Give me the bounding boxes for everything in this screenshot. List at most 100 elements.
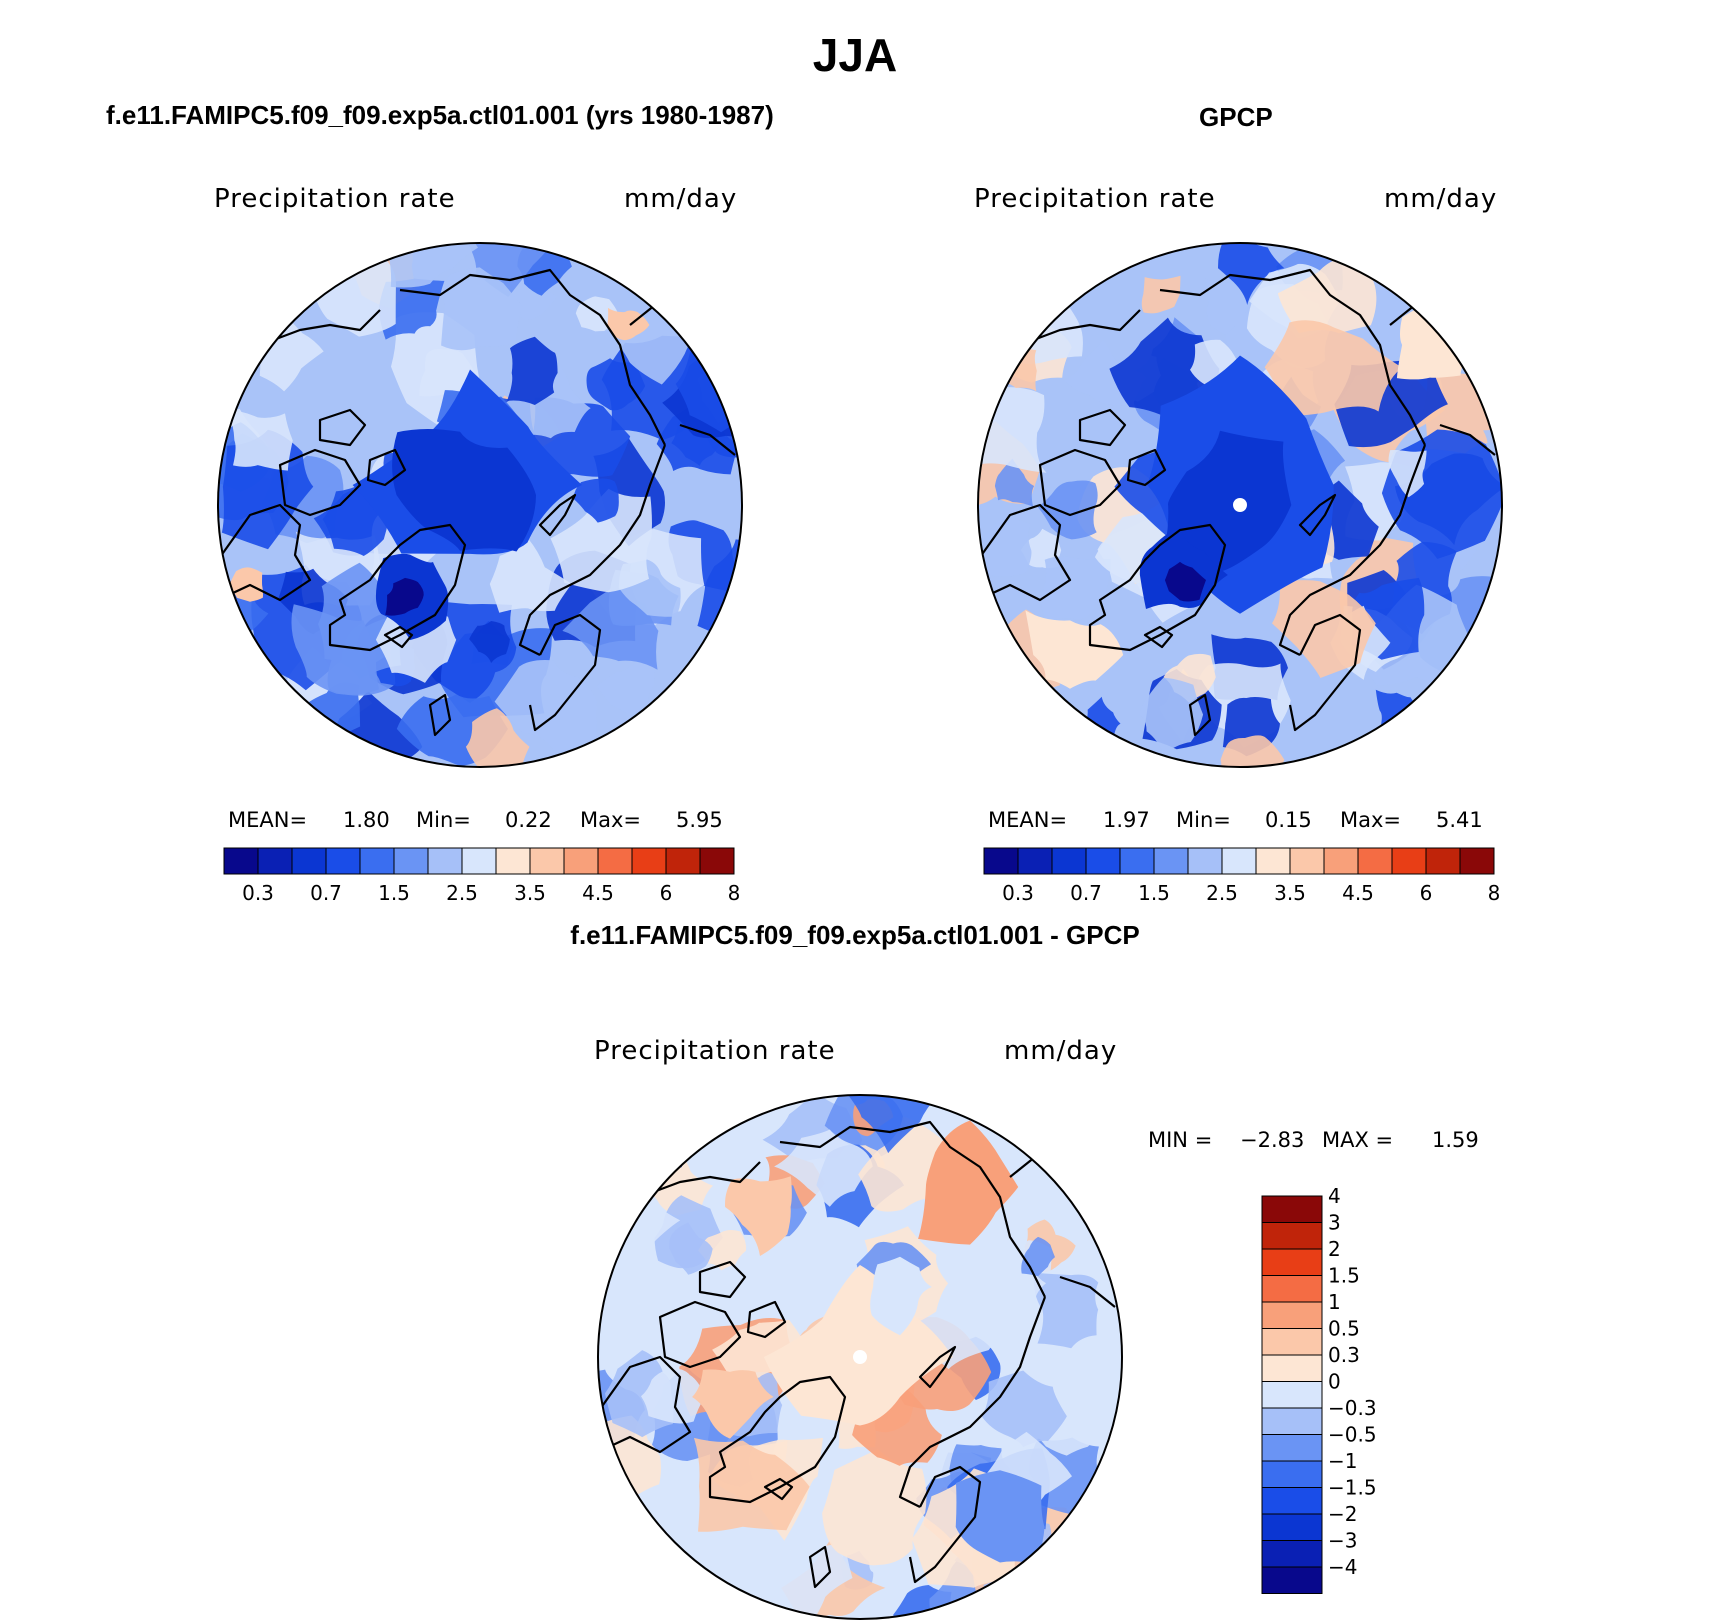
model-polar-map — [217, 242, 743, 768]
obs-colorbar-cell — [1357, 847, 1393, 875]
model-colorbar-cell — [529, 847, 565, 875]
diff-colorbar-tick-label: −1.5 — [1328, 1476, 1377, 1500]
coastline-path — [763, 1477, 794, 1501]
diff-colorbar-cell — [1261, 1460, 1323, 1488]
obs-min-value: 0.15 — [1265, 808, 1312, 832]
precip-contour-patch — [780, 1219, 852, 1284]
model-colorbar-cell — [291, 847, 327, 875]
obs-min-label: Min= — [1176, 808, 1231, 832]
obs-colorbar-cell — [1017, 847, 1053, 875]
obs-pole-marker — [1233, 498, 1247, 512]
diff-pole-marker — [853, 1350, 867, 1364]
model-colorbar-tick-label: 0.3 — [242, 881, 274, 905]
obs-colorbar-tick-label: 6 — [1420, 881, 1433, 905]
obs-colorbar-cell — [1153, 847, 1189, 875]
model-variable-label: Precipitation rate — [214, 184, 456, 214]
coastline-path — [278, 448, 362, 517]
precip-contour-patch — [1164, 561, 1206, 602]
model-colorbar-cell — [359, 847, 395, 875]
obs-panel-title: GPCP — [1199, 102, 1273, 132]
coastline-path — [1439, 423, 1496, 456]
diff-colorbar-cell — [1261, 1222, 1323, 1250]
model-colorbar-cell — [699, 847, 735, 875]
obs-variable-label: Precipitation rate — [974, 184, 1216, 214]
obs-colorbar-tick-label: 8 — [1488, 881, 1501, 905]
precip-contour-patch — [978, 515, 1032, 577]
precip-contour-patch — [725, 1176, 792, 1256]
model-max-value: 5.95 — [676, 808, 723, 832]
model-panel-title: f.e11.FAMIPC5.f09_f09.exp5a.ctl01.001 (y… — [106, 100, 774, 130]
coastline-path — [1038, 448, 1122, 517]
coastline-path — [978, 503, 1072, 602]
diff-colorbar-tick-label: 1 — [1328, 1290, 1341, 1314]
diff-colorbar-tick-label: 3 — [1328, 1211, 1341, 1235]
diff-max-label: MAX = — [1322, 1128, 1394, 1152]
obs-mean-label: MEAN= — [988, 808, 1068, 832]
model-colorbar-cell — [427, 847, 463, 875]
precip-contour-patch — [870, 1256, 932, 1336]
coastline-path — [908, 1465, 982, 1584]
coastline-path — [779, 1120, 1046, 1298]
obs-polar-map — [977, 242, 1503, 768]
model-max-label: Max= — [580, 808, 642, 832]
diff-colorbar-cell — [1261, 1354, 1323, 1382]
obs-colorbar-tick-label: 2.5 — [1206, 881, 1238, 905]
model-colorbar-tick-label: 0.7 — [310, 881, 342, 905]
obs-colorbar-cell — [1289, 847, 1325, 875]
model-colorbar-cell — [257, 847, 293, 875]
coastline-path — [1078, 408, 1127, 447]
model-colorbar-cell — [631, 847, 667, 875]
diff-colorbar-tick-label: −0.5 — [1328, 1423, 1377, 1447]
obs-colorbar-tick-label: 0.3 — [1002, 881, 1034, 905]
diff-min-label: MIN = — [1148, 1128, 1213, 1152]
precip-contour-patch — [494, 659, 597, 752]
diff-colorbar-cell — [1261, 1566, 1323, 1594]
precip-contour-patch — [1141, 275, 1181, 314]
obs-map-border — [977, 242, 1503, 768]
precip-contour-patch — [573, 478, 619, 523]
obs-colorbar-cell — [983, 847, 1019, 875]
precip-contour-patch — [692, 1369, 774, 1439]
precip-contour-patch — [562, 583, 659, 670]
model-colorbar-cell — [495, 847, 531, 875]
model-units-label: mm/day — [624, 184, 738, 214]
precip-contour-patch — [844, 1095, 945, 1154]
obs-colorbar: 0.3 0.7 1.5 2.5 3.5 4.5 6 8 — [983, 847, 1501, 905]
diff-coastlines — [598, 1120, 1116, 1589]
diff-colorbar-tick-label: −1 — [1328, 1449, 1357, 1473]
precip-contour-patch — [1025, 610, 1124, 689]
precip-contour-patch — [822, 1449, 927, 1566]
precip-contour-patch — [392, 429, 536, 552]
coastline-path — [898, 1296, 1047, 1508]
model-min-label: Min= — [416, 808, 471, 832]
obs-max-label: Max= — [1340, 808, 1402, 832]
precip-contour-patch — [981, 1370, 1067, 1448]
diff-colorbar-tick-label: 0.3 — [1328, 1343, 1360, 1367]
precip-contour-patch — [607, 307, 650, 341]
diff-colorbar-tick-label: 2 — [1328, 1237, 1341, 1261]
obs-colorbar-cell — [1187, 847, 1223, 875]
precip-contour-patch — [1277, 258, 1377, 334]
precip-contour-patch — [763, 1265, 953, 1426]
diff-colorbar-cell — [1261, 1434, 1323, 1462]
diff-colorbar-cell — [1261, 1275, 1323, 1303]
model-colorbar-cell — [461, 847, 497, 875]
precip-contour-patch — [1064, 339, 1129, 406]
model-colorbar-tick-label: 3.5 — [514, 881, 546, 905]
coastline-path — [518, 444, 667, 656]
precip-contour-patch — [304, 682, 361, 737]
coastline-path — [808, 1545, 832, 1589]
diff-panel-title: f.e11.FAMIPC5.f09_f09.exp5a.ctl01.001 - … — [570, 920, 1140, 950]
obs-colorbar-cell — [1323, 847, 1359, 875]
diff-colorbar-cell — [1261, 1513, 1323, 1541]
coastline-path — [1088, 523, 1227, 652]
coastline-path — [1059, 1275, 1116, 1308]
diff-colorbar-tick-label: 1.5 — [1328, 1264, 1360, 1288]
obs-max-value: 5.41 — [1436, 808, 1483, 832]
coastline-path — [366, 448, 407, 487]
diff-map-border — [597, 1094, 1123, 1620]
model-min-value: 0.22 — [505, 808, 552, 832]
diff-variable-label: Precipitation rate — [594, 1036, 836, 1066]
obs-colorbar-cell — [1085, 847, 1121, 875]
